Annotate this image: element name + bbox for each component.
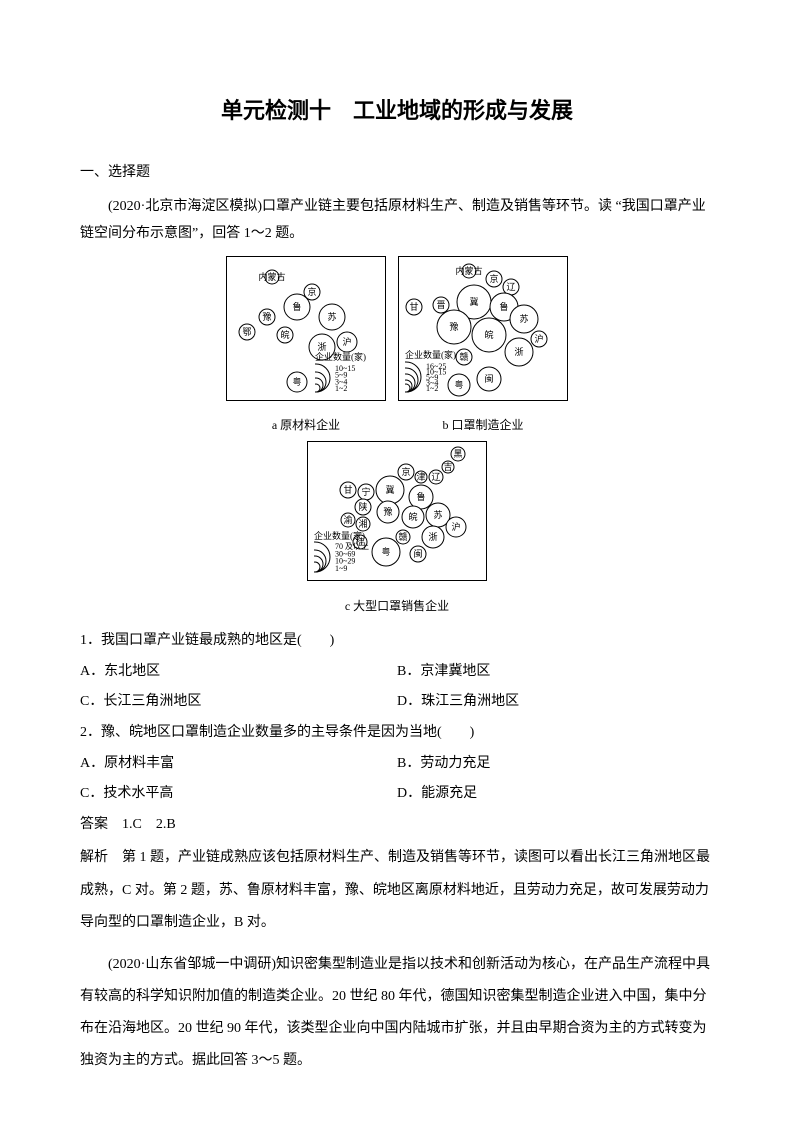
svg-text:甘: 甘: [343, 484, 352, 495]
svg-text:粤: 粤: [292, 376, 301, 387]
svg-text:黑: 黑: [453, 449, 462, 459]
diagram-a-caption: a 原材料企业: [226, 414, 386, 437]
q1-options-row1: A．东北地区 B．京津冀地区: [80, 659, 714, 686]
svg-text:皖: 皖: [280, 329, 289, 340]
diagram-c-caption: c 大型口罩销售企业: [307, 595, 487, 618]
q2-options-row2: C．技术水平高 D．能源充足: [80, 781, 714, 808]
explain-12: 解析 第 1 题，产业链成熟应该包括原材料生产、制造及销售等环节，读图可以看出长…: [80, 842, 714, 939]
q2-option-a: A．原材料丰富: [80, 751, 397, 778]
answer-12: 答案 1.C 2.B: [80, 812, 714, 839]
section-heading: 一、选择题: [80, 160, 714, 187]
q1-options-row2: C．长江三角洲地区 D．珠江三角洲地区: [80, 689, 714, 716]
diagram-a-box: 内蒙古京鲁豫苏鄂皖沪浙粤企业数量(家)10~155~93~41~2: [226, 256, 386, 401]
svg-text:皖: 皖: [408, 511, 417, 522]
svg-text:赣: 赣: [398, 531, 407, 542]
diagram-b-caption: b 口罩制造企业: [398, 414, 568, 437]
svg-text:宁: 宁: [361, 486, 370, 497]
svg-text:苏: 苏: [433, 509, 442, 520]
svg-text:鲁: 鲁: [499, 301, 508, 312]
svg-text:豫: 豫: [262, 311, 271, 322]
svg-text:沪: 沪: [451, 521, 460, 532]
svg-text:辽: 辽: [506, 282, 515, 292]
svg-text:苏: 苏: [519, 313, 528, 324]
svg-text:浙: 浙: [428, 531, 437, 542]
intro-paragraph-2: (2020·山东省邹城一中调研)知识密集型制造业是指以技术和创新活动为核心，在产…: [80, 949, 714, 1078]
diagram-row-2: 黑吉辽京津甘宁冀鲁陕豫渝湘皖苏沪浙赣闽粤桂企业数量(家)70 及以上30~691…: [80, 441, 714, 620]
svg-text:渝: 渝: [343, 514, 352, 525]
svg-text:苏: 苏: [327, 311, 336, 322]
q1-option-b: B．京津冀地区: [397, 659, 714, 686]
svg-text:京: 京: [489, 273, 498, 284]
svg-text:沪: 沪: [342, 336, 351, 347]
diagram-b-box: 内蒙古京辽甘晋冀鲁豫苏皖沪浙赣闽粤企业数量(家)16~2510~155~93~4…: [398, 256, 568, 401]
q1-option-a: A．东北地区: [80, 659, 397, 686]
svg-text:豫: 豫: [449, 321, 458, 332]
diagram-b-block: 内蒙古京辽甘晋冀鲁豫苏皖沪浙赣闽粤企业数量(家)16~2510~155~93~4…: [398, 256, 568, 437]
svg-text:闽: 闽: [413, 548, 422, 559]
q1-option-d: D．珠江三角洲地区: [397, 689, 714, 716]
svg-text:1~2: 1~2: [426, 384, 438, 393]
svg-text:浙: 浙: [514, 346, 523, 357]
svg-text:1~2: 1~2: [335, 384, 347, 393]
svg-text:皖: 皖: [484, 329, 493, 340]
intro-paragraph-1: (2020·北京市海淀区模拟)口罩产业链主要包括原材料生产、制造及销售等环节。读…: [80, 194, 714, 247]
page-title: 单元检测十 工业地域的形成与发展: [80, 90, 714, 132]
diagram-row-1: 内蒙古京鲁豫苏鄂皖沪浙粤企业数量(家)10~155~93~41~2 a 原材料企…: [80, 256, 714, 437]
svg-text:甘: 甘: [409, 301, 418, 312]
svg-text:粤: 粤: [381, 546, 390, 557]
svg-text:冀: 冀: [385, 484, 394, 495]
diagram-c-box: 黑吉辽京津甘宁冀鲁陕豫渝湘皖苏沪浙赣闽粤桂企业数量(家)70 及以上30~691…: [307, 441, 487, 581]
q2-option-c: C．技术水平高: [80, 781, 397, 808]
svg-text:内蒙古: 内蒙古: [258, 271, 285, 282]
svg-text:鄂: 鄂: [242, 327, 251, 337]
svg-text:晋: 晋: [436, 300, 445, 310]
q2-option-b: B．劳动力充足: [397, 751, 714, 778]
svg-text:沪: 沪: [534, 333, 543, 344]
svg-text:闽: 闽: [484, 373, 493, 384]
svg-text:浙: 浙: [317, 341, 326, 352]
q2-stem: 2．豫、皖地区口罩制造企业数量多的主导条件是因为当地( ): [80, 720, 714, 747]
svg-text:鲁: 鲁: [292, 301, 301, 312]
svg-text:冀: 冀: [469, 296, 478, 307]
svg-text:京: 京: [307, 286, 316, 297]
q1-option-c: C．长江三角洲地区: [80, 689, 397, 716]
svg-text:1~9: 1~9: [335, 564, 347, 573]
diagram-a-block: 内蒙古京鲁豫苏鄂皖沪浙粤企业数量(家)10~155~93~41~2 a 原材料企…: [226, 256, 386, 437]
svg-text:津: 津: [416, 472, 425, 482]
svg-text:豫: 豫: [383, 506, 392, 517]
svg-text:辽: 辽: [431, 472, 440, 482]
svg-text:京: 京: [401, 466, 410, 477]
svg-text:吉: 吉: [443, 462, 452, 472]
svg-text:陕: 陕: [358, 501, 367, 512]
q2-option-d: D．能源充足: [397, 781, 714, 808]
svg-text:湘: 湘: [358, 518, 367, 529]
svg-text:鲁: 鲁: [416, 491, 425, 502]
svg-text:内蒙古: 内蒙古: [455, 265, 482, 276]
q1-stem: 1．我国口罩产业链最成熟的地区是( ): [80, 628, 714, 655]
diagram-c-block: 黑吉辽京津甘宁冀鲁陕豫渝湘皖苏沪浙赣闽粤桂企业数量(家)70 及以上30~691…: [307, 441, 487, 617]
q2-options-row1: A．原材料丰富 B．劳动力充足: [80, 751, 714, 778]
